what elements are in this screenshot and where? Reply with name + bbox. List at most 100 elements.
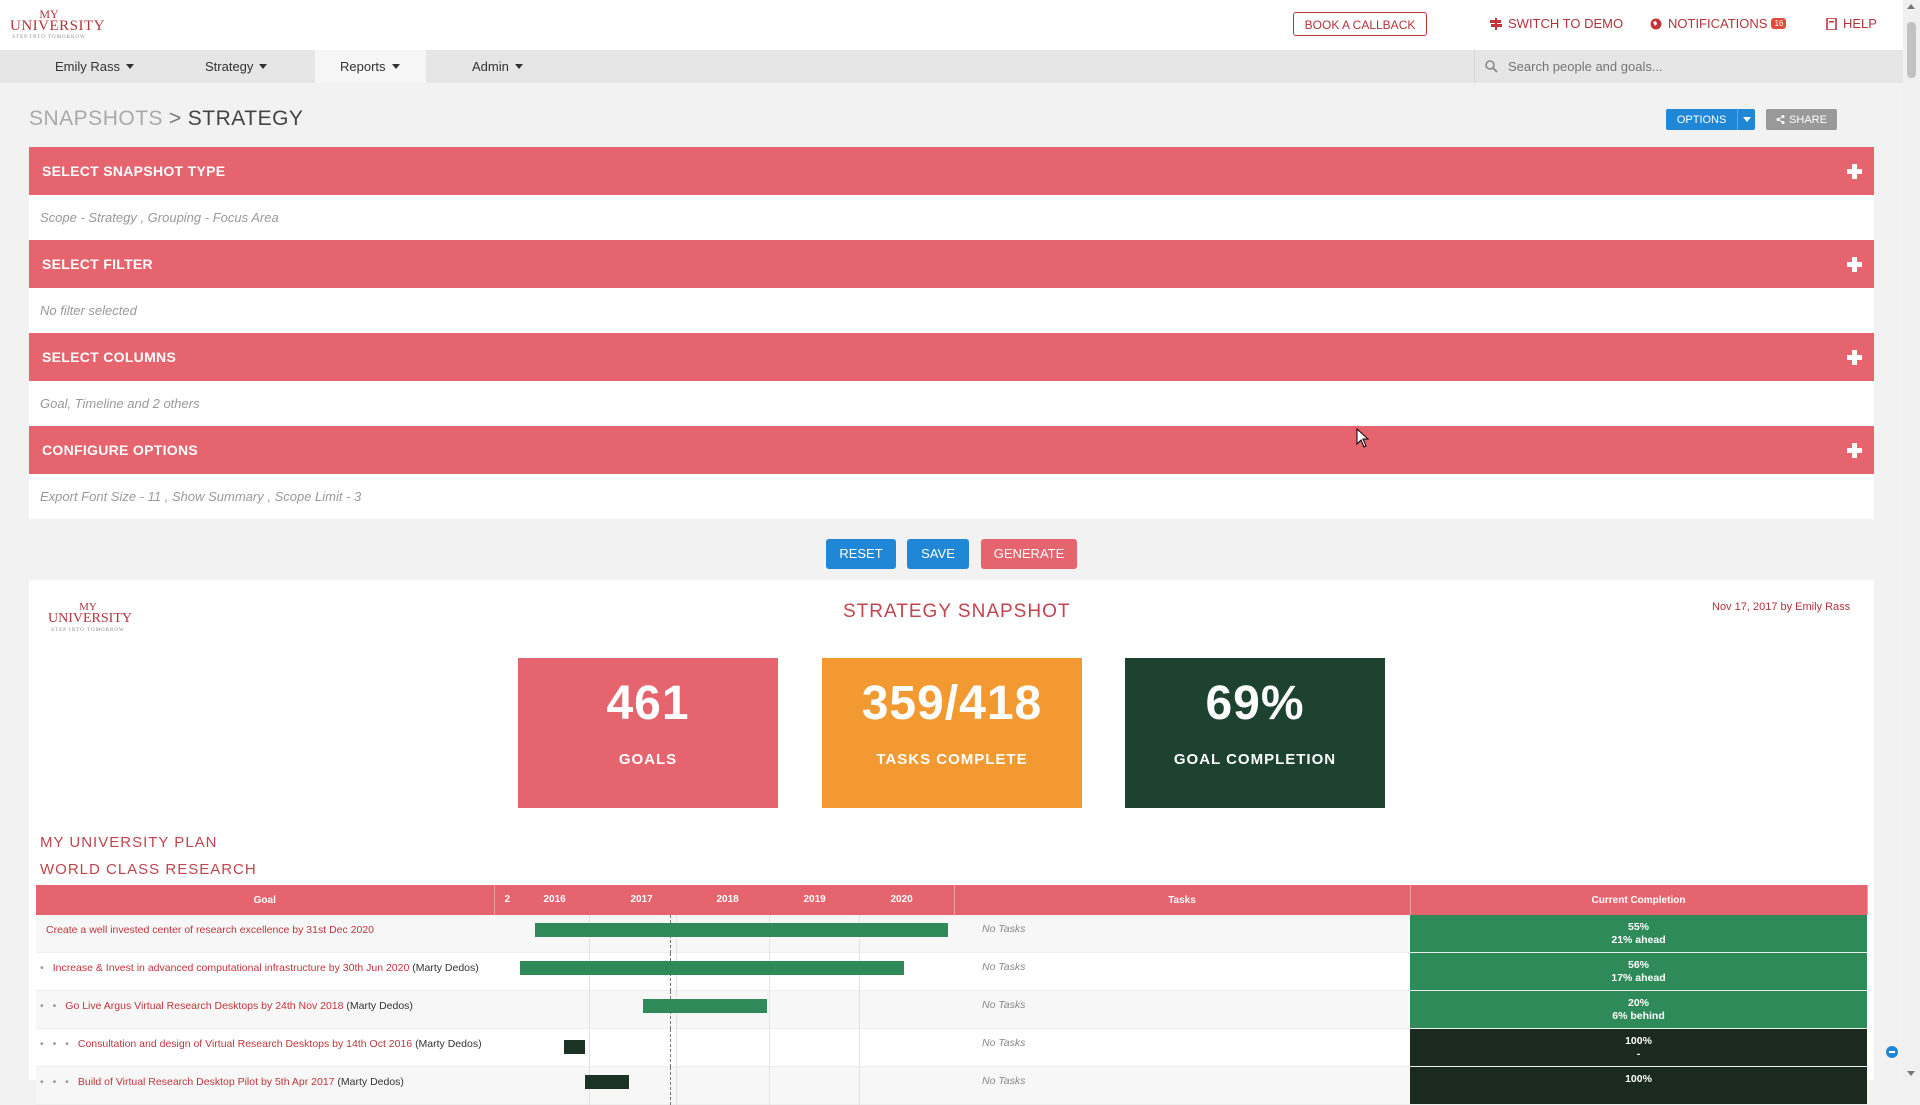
notifications-link[interactable]: NOTIFICATIONS 16 — [1650, 16, 1787, 31]
goal-column-header: Goal — [36, 885, 495, 915]
timeline-bar[interactable] — [585, 1075, 629, 1089]
plus-icon[interactable] — [1847, 350, 1862, 365]
panel-summary: Scope - Strategy , Grouping - Focus Area — [29, 195, 1874, 240]
completion-values: 100% - — [1410, 1029, 1867, 1061]
panel-configure-options: CONFIGURE OPTIONS Export Font Size - 11 … — [29, 426, 1874, 519]
timeline-year-label: 2 — [504, 894, 511, 905]
goal-link[interactable]: Increase & Invest in advanced computatio… — [52, 962, 410, 974]
page-scrollbar[interactable] — [1903, 0, 1920, 1080]
plus-icon[interactable] — [1847, 257, 1862, 272]
timeline-gridline — [769, 1029, 770, 1067]
nav-reports-menu[interactable]: Reports — [315, 50, 426, 83]
chat-widget-icon[interactable] — [1886, 1046, 1898, 1058]
options-label: OPTIONS — [1676, 113, 1727, 126]
tasks-complete-label: TASKS COMPLETE — [876, 751, 1028, 768]
timeline — [494, 1029, 954, 1067]
timeline-cell — [494, 952, 954, 991]
scrollbar-thumb[interactable] — [1907, 22, 1916, 78]
timeline-cell — [494, 990, 954, 1029]
goal-row[interactable]: Create a well invested center of researc… — [36, 915, 1867, 953]
share-label: SHARE — [1789, 113, 1827, 126]
today-marker — [670, 1067, 671, 1105]
book-callback-button[interactable]: BOOK A CALLBACK — [1293, 12, 1427, 36]
caret-down-icon — [391, 64, 400, 69]
goal-row[interactable]: • • • Build of Virtual Research Desktop P… — [36, 1066, 1867, 1105]
goal-text: Create a well invested center of researc… — [36, 915, 494, 936]
completion-cell: 20% 6% behind — [1410, 990, 1867, 1029]
share-button[interactable]: SHARE — [1766, 109, 1837, 130]
university-logo[interactable]: MY UNIVERSITY STEP INTO TOMORROW — [10, 8, 105, 42]
timeline-bar[interactable] — [643, 999, 767, 1013]
timeline-bar[interactable] — [563, 1040, 586, 1054]
tasks-text: No Tasks — [982, 923, 1026, 935]
goal-link[interactable]: Build of Virtual Research Desktop Pilot … — [77, 1076, 335, 1088]
options-dropdown-button[interactable]: OPTIONS — [1666, 109, 1755, 130]
completion-cell: 56% 17% ahead — [1410, 952, 1867, 991]
panel-configure-options-header[interactable]: CONFIGURE OPTIONS — [29, 426, 1874, 474]
goal-cell: • • • Build of Virtual Research Desktop P… — [36, 1066, 494, 1105]
report-logo-tagline: STEP INTO TOMORROW — [51, 628, 125, 633]
completion-values: 56% 17% ahead — [1410, 953, 1867, 985]
timeline-bar[interactable] — [534, 923, 948, 937]
timeline-bar[interactable] — [520, 961, 905, 975]
timeline-gridline — [859, 1029, 860, 1067]
goals-count: 461 — [606, 677, 690, 730]
plus-icon[interactable] — [1847, 443, 1862, 458]
tasks-complete-card: 359/418 TASKS COMPLETE — [822, 658, 1082, 808]
timeline — [494, 991, 954, 1029]
scroll-down-icon[interactable] — [1907, 1071, 1915, 1076]
plus-icon[interactable] — [1847, 164, 1862, 179]
nav-user-menu[interactable]: Emily Rass — [30, 50, 170, 83]
panel-summary: No filter selected — [29, 288, 1874, 333]
scroll-up-icon[interactable] — [1907, 4, 1915, 9]
goal-text: • • • Consultation and design of Virtual … — [36, 1029, 494, 1050]
goal-link[interactable]: Go Live Argus Virtual Research Desktops … — [65, 1000, 344, 1012]
today-marker — [670, 1029, 671, 1067]
options-caret[interactable] — [1737, 109, 1755, 130]
completion-status: 6% behind — [1612, 1010, 1665, 1022]
completion-cell: 55% 21% ahead — [1410, 915, 1867, 953]
nav-admin-menu[interactable]: Admin — [447, 50, 557, 83]
timeline-year-label: 2020 — [890, 894, 913, 905]
completion-column-header: Current Completion — [1410, 885, 1868, 915]
goal-row[interactable]: • • • Consultation and design of Virtual … — [36, 1028, 1867, 1067]
indent-dots: • • • — [40, 1076, 72, 1088]
tasks-cell: No Tasks — [954, 1028, 1410, 1067]
indent-dots: • • • — [40, 1038, 72, 1050]
search-box — [1474, 50, 1904, 83]
help-link[interactable]: HELP — [1826, 16, 1877, 31]
mouse-cursor-icon — [1356, 428, 1370, 448]
completion-values: 55% 21% ahead — [1410, 915, 1867, 947]
breadcrumb-snapshots-link[interactable]: SNAPSHOTS — [29, 107, 164, 130]
timeline-gridline — [676, 1067, 677, 1105]
timeline-gridline — [676, 1029, 677, 1067]
goal-link[interactable]: Create a well invested center of researc… — [46, 924, 375, 936]
caret-down-icon — [1742, 117, 1751, 122]
panel-title: CONFIGURE OPTIONS — [42, 442, 198, 458]
panel-filter-header[interactable]: SELECT FILTER — [29, 240, 1874, 288]
goal-row[interactable]: • • Go Live Argus Virtual Research Deskto… — [36, 990, 1867, 1029]
timeline-year-label: 2016 — [543, 894, 566, 905]
goal-text: • Increase & Invest in advanced computati… — [36, 953, 494, 974]
panel-snapshot-type-header[interactable]: SELECT SNAPSHOT TYPE — [29, 147, 1874, 195]
timeline-gridline — [859, 1067, 860, 1105]
completion-percent: 20% — [1627, 997, 1649, 1009]
nav-reports-label: Reports — [340, 59, 386, 74]
breadcrumb-separator-icon: > — [169, 107, 182, 130]
caret-down-icon — [259, 64, 268, 69]
save-button[interactable]: SAVE — [907, 539, 969, 569]
focus-area-title: WORLD CLASS RESEARCH — [40, 861, 257, 878]
tasks-cell: No Tasks — [954, 952, 1410, 991]
goal-cell: • Increase & Invest in advanced computati… — [36, 952, 494, 991]
generate-button[interactable]: GENERATE — [981, 539, 1077, 569]
nav-strategy-menu[interactable]: Strategy — [180, 50, 300, 83]
switch-to-demo-link[interactable]: SWITCH TO DEMO — [1490, 16, 1623, 31]
report-logo-line-2: UNIVERSITY — [48, 611, 132, 626]
panel-columns-header[interactable]: SELECT COLUMNS — [29, 333, 1874, 381]
signpost-icon — [1490, 17, 1502, 30]
search-input[interactable] — [1506, 58, 1890, 75]
goal-row[interactable]: • Increase & Invest in advanced computati… — [36, 952, 1867, 991]
reset-button[interactable]: RESET — [826, 539, 896, 569]
goal-link[interactable]: Consultation and design of Virtual Resea… — [77, 1038, 413, 1050]
tasks-cell: No Tasks — [954, 990, 1410, 1029]
